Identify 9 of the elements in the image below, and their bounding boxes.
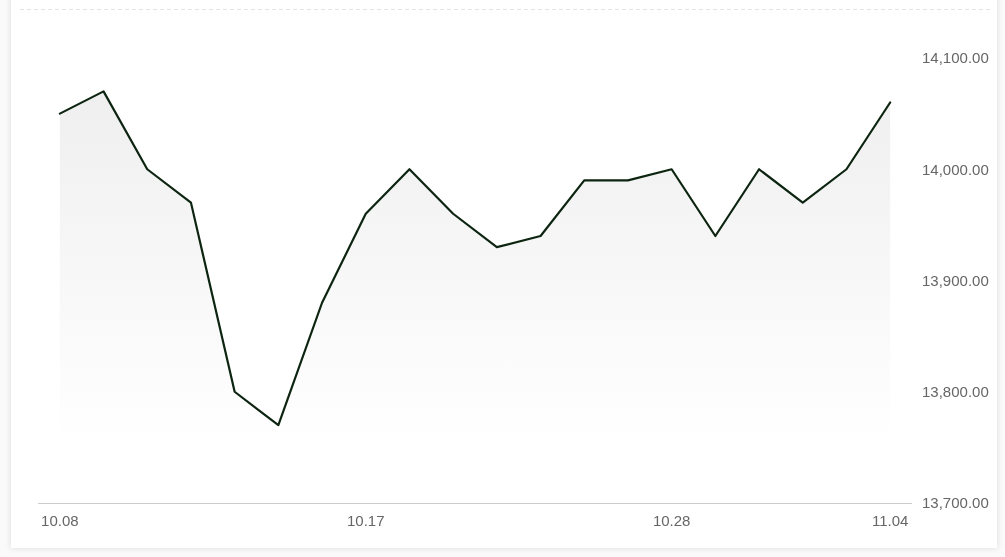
x-tick-label: 10.08 — [41, 512, 79, 529]
y-tick-label: 13,900.00 — [922, 271, 989, 289]
y-tick-label: 13,700.00 — [922, 494, 989, 512]
x-tick-label: 11.04 — [871, 512, 909, 529]
y-tick-label: 13,800.00 — [922, 383, 989, 400]
x-tick-label: 10.17 — [346, 512, 385, 529]
x-tick-label: 10.28 — [652, 512, 691, 529]
y-tick-label: 14,100.00 — [922, 49, 989, 67]
y-tick-label: 14,000.00 — [922, 160, 989, 178]
